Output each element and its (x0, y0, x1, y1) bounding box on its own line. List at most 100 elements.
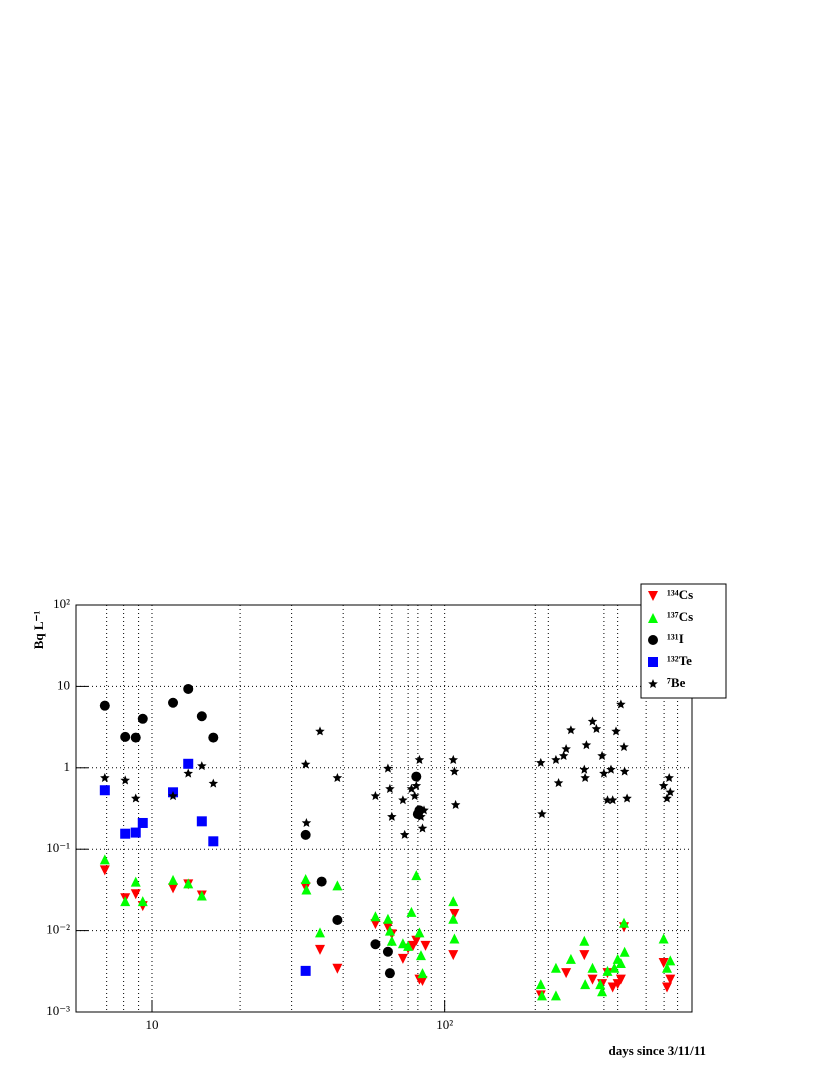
legend-marker (648, 613, 658, 623)
y-axis-label: Bq L⁻¹ (31, 611, 46, 650)
x-tick-label: 10² (436, 1017, 453, 1032)
point (615, 957, 626, 968)
point (579, 950, 590, 961)
point (300, 874, 311, 885)
point (130, 889, 141, 900)
point (581, 740, 592, 750)
point (565, 953, 576, 964)
legend-label: ¹³²Te (667, 653, 692, 668)
point (550, 962, 561, 973)
point (387, 811, 397, 821)
point (415, 950, 426, 961)
point (370, 919, 381, 930)
point (316, 876, 327, 887)
point (537, 809, 547, 819)
point (120, 775, 130, 785)
point (196, 816, 207, 827)
point (332, 880, 343, 891)
point (536, 990, 547, 1001)
point (607, 982, 618, 993)
y-tick-label: 10⁻¹ (46, 840, 70, 855)
y-tick-label: 1 (64, 759, 71, 774)
point (609, 962, 620, 973)
point (662, 793, 672, 803)
point (579, 764, 590, 774)
point (196, 711, 207, 722)
point (99, 854, 110, 865)
point (384, 925, 395, 936)
point (619, 917, 630, 928)
point (411, 935, 422, 946)
point (417, 823, 428, 833)
x-tick-label: 10 (145, 1017, 158, 1032)
point (99, 700, 110, 711)
point (386, 935, 397, 946)
point (300, 759, 311, 769)
y-tick-label: 10² (53, 596, 70, 611)
point (611, 726, 621, 736)
y-tick-label: 10 (57, 677, 70, 692)
point (168, 791, 178, 801)
point (595, 979, 606, 990)
point (370, 791, 381, 801)
point (416, 811, 426, 821)
point (399, 829, 410, 839)
point (449, 933, 460, 944)
point (561, 744, 571, 754)
point (420, 940, 431, 951)
point (449, 908, 460, 919)
point (383, 763, 393, 773)
point (409, 791, 420, 801)
point (314, 927, 325, 938)
legend-box (640, 583, 727, 699)
point (168, 697, 179, 708)
legend-marker (648, 679, 658, 688)
point (661, 982, 672, 993)
legend-marker (648, 657, 658, 667)
point (301, 818, 312, 827)
point (561, 968, 572, 979)
point (558, 750, 569, 760)
y-tick-label: 10⁻³ (46, 1003, 70, 1018)
legend-label: ¹³⁷Cs (667, 609, 693, 624)
point (384, 968, 395, 979)
point (536, 757, 546, 767)
point (385, 783, 395, 793)
point (300, 829, 311, 840)
point (406, 906, 417, 917)
point (622, 793, 632, 803)
point (417, 968, 428, 979)
point (301, 884, 312, 895)
point (566, 725, 576, 735)
point (419, 805, 429, 815)
point (131, 793, 141, 803)
point (619, 766, 630, 776)
point (196, 890, 207, 901)
point (553, 778, 564, 788)
point (665, 974, 676, 985)
point (661, 962, 672, 973)
point (602, 795, 613, 805)
point (130, 876, 141, 887)
point (397, 953, 408, 964)
point (414, 754, 425, 764)
point (99, 865, 110, 876)
x-axis-label: days since 3/11/11 (608, 1043, 706, 1058)
point (120, 731, 131, 742)
point (382, 946, 393, 957)
point (616, 699, 626, 709)
point (450, 799, 461, 809)
point (208, 778, 219, 788)
point (382, 913, 393, 924)
point (587, 974, 598, 985)
point (535, 979, 546, 990)
point (658, 933, 669, 944)
point (580, 773, 590, 782)
point (448, 913, 459, 924)
point (370, 911, 381, 922)
y-tick-label: 10⁻² (46, 922, 70, 937)
point (599, 768, 609, 778)
point (597, 986, 608, 997)
point (183, 768, 193, 778)
point (448, 950, 459, 961)
